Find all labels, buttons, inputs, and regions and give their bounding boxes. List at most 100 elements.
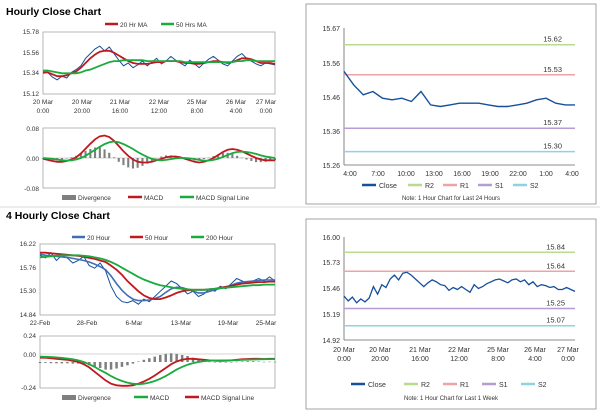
fl-ytick-1: 15.73 [322, 260, 340, 267]
fl-legend-label-s1: S1 [499, 382, 508, 389]
fp-ytick-0: 16.22 [20, 241, 37, 248]
fm-divergence-bar [142, 359, 146, 362]
hl-ytick-4: 15.26 [322, 163, 340, 170]
hm-divergence-bar [245, 158, 248, 160]
fl-legend-label-r2: R2 [421, 382, 430, 389]
hm-divergence-bar [113, 157, 116, 159]
fm-legend-swatch-divergence [62, 395, 76, 400]
fm-series-macd [40, 356, 275, 387]
fl-xtick-5: 26 Mar 4:00 [524, 347, 546, 363]
fl-level-label-s1: 15.25 [546, 299, 565, 308]
fm-divergence-bar [219, 362, 222, 363]
fl-ytick-4: 14.92 [322, 338, 340, 345]
fm-divergence-bar [257, 361, 260, 362]
hp-xtick-6: 27 Mar 0:00 [256, 99, 277, 115]
hm-divergence-bar [207, 157, 210, 159]
fm-divergence-bar [159, 355, 162, 362]
fl-xtick-4: 25 Mar 8:00 [487, 347, 509, 363]
fl-xtick-6: 27 Mar 0:00 [557, 347, 579, 363]
hp-ytick-1: 15.56 [23, 50, 40, 57]
hl-ytick-1: 15.56 [322, 61, 340, 68]
hl-xtick-0: 4:00 [343, 171, 357, 178]
four-hourly-price-legend: 20 Hour 50 Hour 200 Hour [72, 235, 234, 242]
hp-xtick-4-date: 25 Mar [187, 99, 208, 106]
fp-ytick-2: 15.30 [20, 288, 37, 295]
hl-level-label-r2: 15.62 [543, 35, 562, 44]
fp-xtick-1: 28-Feb [77, 320, 98, 327]
fl-xtick-3-time: 12:00 [450, 356, 468, 363]
fm-divergence-bar [246, 361, 249, 362]
legend-swatch-divergence [62, 195, 76, 200]
four-hourly-macd-legend: Divergence MACD MACD Signal Line [62, 395, 254, 402]
hm-divergence-bar [98, 147, 101, 158]
fl-xtick-1: 20 Mar 20:00 [369, 347, 391, 363]
fm-divergence-bar [49, 362, 53, 364]
fm-divergence-bar [241, 361, 244, 362]
four-hourly-macd-chart: 0.24 0.00 -0.24 Divergence MACD MACD Sig… [21, 333, 277, 402]
legend-label-signal: MACD Signal Line [196, 195, 249, 202]
hm-divergence-bar [131, 158, 134, 169]
four-hourly-levels-frame [305, 218, 597, 410]
hl-level-label-s1: 15.37 [543, 118, 562, 127]
four-hourly-section-title: 4 Hourly Close Chart [6, 210, 110, 222]
hl-note: Note: 1 Hour Chart for Last 24 Hours [402, 196, 500, 202]
fm-divergence-bar [44, 362, 47, 363]
hm-divergence-bar [255, 158, 258, 163]
fp-xtick-3: 13-Mar [171, 320, 192, 327]
hm-divergence-bar [155, 158, 158, 159]
four-hourly-levels-chart: 16.00 15.73 15.46 15.19 14.92 15.84 15.6… [322, 235, 579, 402]
hp-xtick-0-date: 20 Mar [33, 99, 54, 106]
fl-xtick-5-date: 26 Mar [524, 347, 546, 354]
fp-xtick-4: 19-Mar [218, 320, 239, 327]
fm-legend-label-macd: MACD [150, 395, 169, 402]
hourly-macd-legend: Divergence MACD MACD Signal Line [62, 195, 249, 202]
hp-ytick-2: 15.34 [23, 70, 40, 77]
fp-series-20-hour [39, 253, 275, 302]
hm-divergence-bar [202, 158, 205, 160]
hp-xtick-5-date: 26 Mar [226, 99, 247, 106]
fm-divergence-bar [164, 353, 167, 362]
fl-xtick-6-date: 27 Mar [557, 347, 579, 354]
hp-xtick-2-time: 16:00 [112, 108, 129, 115]
hl-xtick-8: 4:00 [565, 171, 579, 178]
hm-divergence-bar [146, 158, 149, 164]
legend-label-macd: MACD [144, 195, 163, 202]
fm-divergence-bar [180, 355, 184, 362]
hp-xtick-1-date: 20 Mar [72, 99, 93, 106]
hp-xtick-5-time: 4:00 [230, 108, 243, 115]
fp-xtick-5: 25-Mar [256, 320, 277, 327]
hp-ytick-3: 15.12 [23, 91, 40, 98]
fm-divergence-bar [126, 362, 129, 366]
hm-divergence-bar [217, 154, 220, 159]
fl-level-label-r2: 15.84 [546, 242, 565, 251]
fm-divergence-bar [197, 359, 200, 362]
hl-series-close [343, 70, 575, 108]
hl-xtick-2: 10:00 [397, 171, 415, 178]
fl-xtick-3-date: 22 Mar [448, 347, 470, 354]
fl-xtick-0: 20 Mar 0:00 [333, 347, 355, 363]
fl-xtick-1-date: 20 Mar [369, 347, 391, 354]
hp-xtick-0: 20 Mar 0:00 [33, 99, 54, 115]
fl-xtick-4-date: 25 Mar [487, 347, 509, 354]
hm-series-signal [42, 140, 276, 162]
four-hourly-price-chart: 20 Hour 50 Hour 200 Hour 16.22 15.76 15.… [20, 235, 277, 327]
fl-xtick-5-time: 4:00 [528, 356, 542, 363]
fl-xtick-3: 22 Mar 12:00 [448, 347, 470, 363]
fl-series-close [343, 271, 576, 304]
legend-label-50-hour: 50 Hour [145, 235, 169, 242]
fm-legend-label-signal: MACD Signal Line [201, 395, 254, 402]
hl-xtick-1: 7:00 [371, 171, 385, 178]
fl-xtick-6-time: 0:00 [561, 356, 575, 363]
hl-xtick-5: 19:00 [481, 171, 499, 178]
fl-ytick-2: 15.46 [322, 286, 340, 293]
hm-ytick-0: 0.08 [26, 126, 39, 133]
legend-label-200-hour: 200 Hour [206, 235, 234, 242]
hp-xtick-3-date: 22 Mar [149, 99, 170, 106]
hourly-price-legend: 20 Hr MA 50 Hrs MA [105, 22, 207, 29]
fm-divergence-bar [104, 362, 107, 370]
hm-divergence-bar [108, 152, 111, 159]
hourly-macd-chart: 0.08 0.00 -0.08 Divergence MACD MACD Sig… [24, 126, 276, 202]
fl-xtick-0-time: 0:00 [337, 356, 351, 363]
fp-xtick-0: 22-Feb [30, 320, 51, 327]
